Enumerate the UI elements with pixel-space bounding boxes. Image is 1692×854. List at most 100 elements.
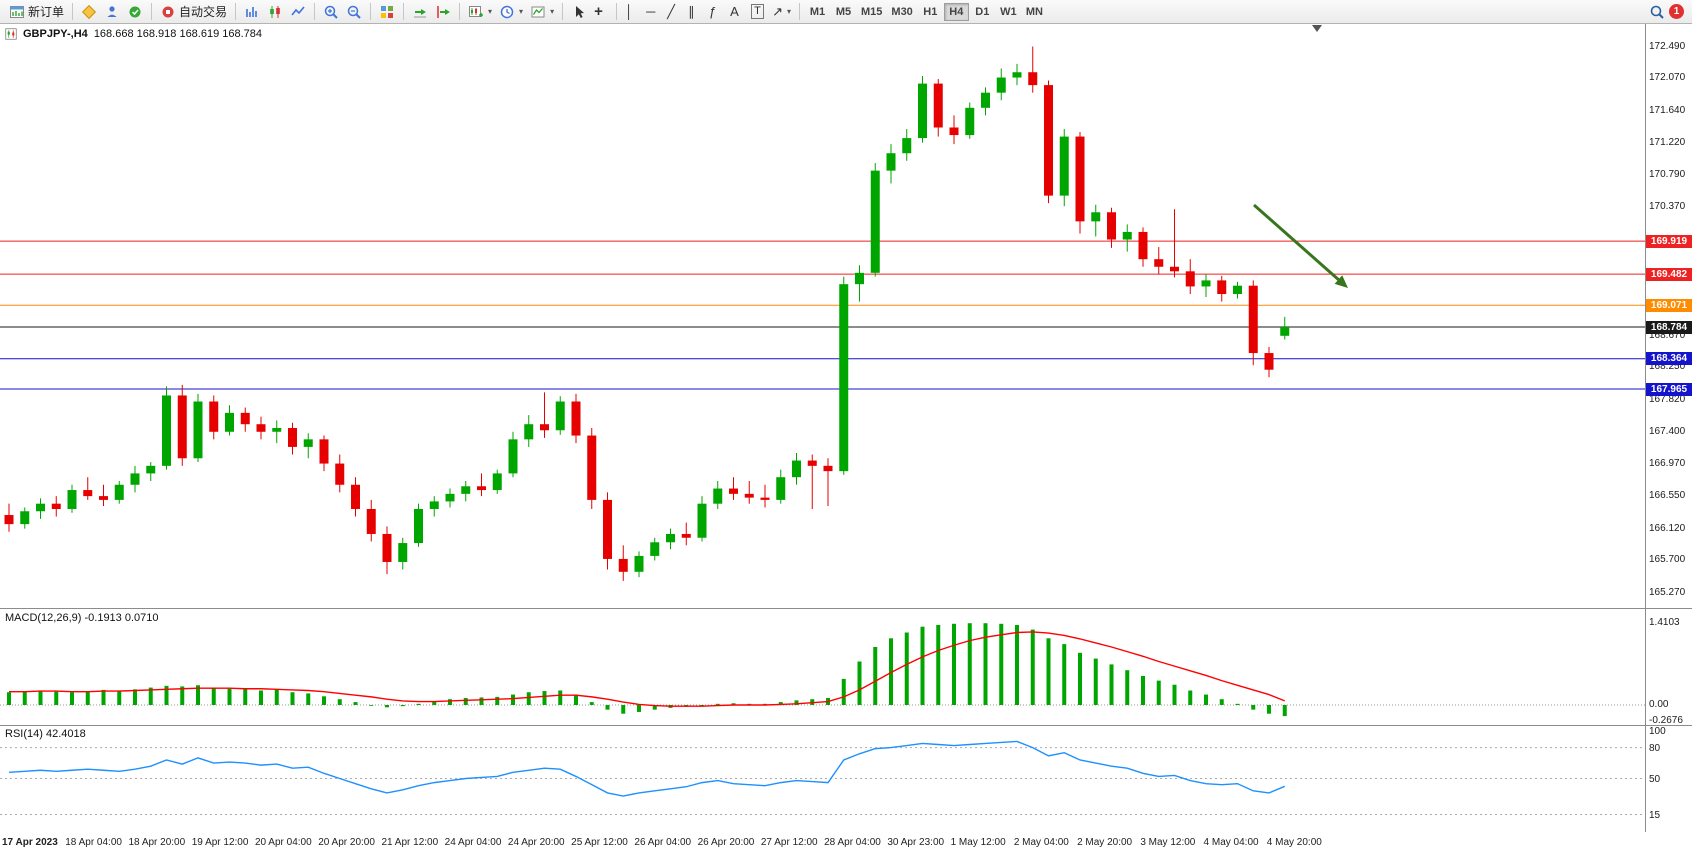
candle (603, 499, 612, 559)
strategy-tester-button[interactable] (124, 2, 146, 22)
axis-tick-label: 1.4103 (1649, 617, 1680, 629)
horizontal-line-button[interactable]: ─ (643, 2, 663, 22)
arrows-tool-button[interactable]: ↗ ▾ (769, 2, 794, 22)
trend-arrow-head[interactable] (1334, 275, 1348, 288)
search-button[interactable] (1646, 2, 1668, 22)
macd-histogram-bar (621, 705, 626, 714)
autotrading-button[interactable]: 自动交易 (157, 2, 230, 22)
terminal-button[interactable] (101, 2, 123, 22)
candle (4, 515, 14, 525)
toolbar-separator (459, 3, 461, 20)
rsi-canvas[interactable] (0, 725, 1645, 832)
chart-shift-marker[interactable] (1312, 25, 1322, 32)
pane-separator[interactable] (0, 725, 1692, 726)
bar-chart-button[interactable] (241, 2, 263, 22)
tile-windows-button[interactable] (376, 2, 398, 22)
macd-histogram-bar (353, 702, 358, 705)
candle (177, 395, 187, 459)
chart-shift-button[interactable] (432, 2, 454, 22)
toolbar-separator (314, 3, 316, 20)
candle (996, 77, 1006, 93)
macd-canvas[interactable] (0, 608, 1645, 725)
metaeditor-button[interactable] (78, 2, 100, 22)
macd-histogram-bar (337, 699, 342, 705)
timeframe-m1-button[interactable]: M1 (805, 3, 830, 21)
macd-histogram-bar (873, 647, 878, 705)
timeframe-h4-button[interactable]: H4 (943, 2, 969, 21)
timeframe-m30-button[interactable]: M30 (887, 3, 916, 21)
timeframe-mn-button[interactable]: MN (1022, 3, 1047, 21)
macd-histogram-bar (841, 678, 846, 705)
macd-histogram-bar (22, 691, 27, 705)
macd-histogram-bar (1219, 699, 1224, 705)
macd-histogram-bar (148, 687, 153, 705)
price-line-label: 169.071 (1646, 298, 1692, 312)
templates-button[interactable]: ▾ (527, 2, 557, 22)
text-tool-button[interactable]: A (727, 2, 747, 22)
time-axis[interactable]: 17 Apr 2023 18 Apr 04:00 18 Apr 20:00 19 Ap… (0, 832, 1692, 854)
trend-arrow[interactable] (1253, 203, 1343, 284)
trendline-button[interactable]: ╱ (664, 2, 684, 22)
new-chart-button[interactable]: ▾ (465, 2, 495, 22)
candlestick-chart-button[interactable] (264, 2, 286, 22)
macd-histogram-bar (1251, 705, 1256, 710)
timeframe-d1-button[interactable]: D1 (970, 3, 995, 21)
time-label: 26 Apr 04:00 (634, 837, 692, 848)
periods-button[interactable]: ▾ (496, 2, 526, 22)
zoom-in-button[interactable] (320, 2, 342, 22)
chart-header: GBPJPY-,H4 168.668 168.918 168.619 168.7… (5, 28, 262, 40)
timeframe-h1-button[interactable]: H1 (918, 3, 943, 21)
time-label: 19 Apr 12:00 (191, 837, 249, 848)
candle (429, 501, 439, 509)
trendline-icon: ╱ (667, 3, 675, 19)
new-order-button[interactable]: 新订单 (6, 2, 67, 22)
cursor-button[interactable] (568, 2, 590, 22)
zoom-out-button[interactable] (343, 2, 365, 22)
timeframe-w1-button[interactable]: W1 (996, 3, 1021, 21)
zoom-out-icon (347, 5, 361, 19)
macd-histogram-bar (196, 685, 200, 705)
clock-icon (500, 5, 514, 18)
ohlc-quote: 168.668 168.918 168.619 168.784 (93, 28, 263, 40)
candle (382, 533, 392, 562)
candle (445, 493, 455, 502)
candle (319, 439, 329, 464)
equidistant-channel-button[interactable]: ∥ (685, 2, 705, 22)
cursor-icon (576, 5, 585, 18)
axis-tick-label: 170.370 (1649, 200, 1686, 212)
line-chart-button[interactable] (287, 2, 309, 22)
price-axis-border (1645, 24, 1646, 854)
axis-tick-label: 167.820 (1649, 393, 1686, 405)
chevron-down-icon: ▾ (519, 7, 524, 16)
candlestick-chart-icon (270, 5, 280, 18)
main-chart-canvas[interactable] (0, 24, 1645, 608)
notification-badge[interactable]: 1 (1669, 4, 1684, 19)
macd-histogram-bar (290, 692, 295, 705)
search-icon (1650, 5, 1664, 19)
fibonacci-icon: ƒ (709, 3, 717, 19)
vertical-line-button[interactable]: │ (622, 2, 642, 22)
text-label-button[interactable]: T (748, 2, 768, 22)
macd-histogram-bar (652, 705, 657, 710)
candle (965, 107, 975, 136)
chevron-down-icon: ▾ (550, 7, 555, 16)
macd-histogram-bar (479, 697, 484, 705)
chevron-down-icon: ▾ (488, 7, 493, 16)
price-axis[interactable]: 172.490 172.070 171.640 171.220 170.790 170.3… (1646, 24, 1692, 854)
timeframe-m5-button[interactable]: M5 (831, 3, 856, 21)
timeframe-m15-button[interactable]: M15 (857, 3, 886, 21)
time-label: 1 May 12:00 (950, 837, 1006, 848)
macd-histogram-bar (180, 686, 185, 705)
candle (193, 401, 203, 459)
pane-separator[interactable] (0, 608, 1692, 609)
candle (1122, 231, 1132, 240)
axis-tick-label: 100 (1649, 726, 1666, 737)
time-label: 18 Apr 04:00 (65, 837, 122, 848)
crosshair-button[interactable]: + (591, 2, 611, 22)
fibonacci-button[interactable]: ƒ (706, 2, 726, 22)
macd-histogram-bar (416, 703, 421, 705)
candle (760, 497, 770, 500)
time-label: 25 Apr 12:00 (571, 837, 628, 848)
macd-histogram-bar (133, 689, 137, 705)
auto-scroll-button[interactable] (409, 2, 431, 22)
